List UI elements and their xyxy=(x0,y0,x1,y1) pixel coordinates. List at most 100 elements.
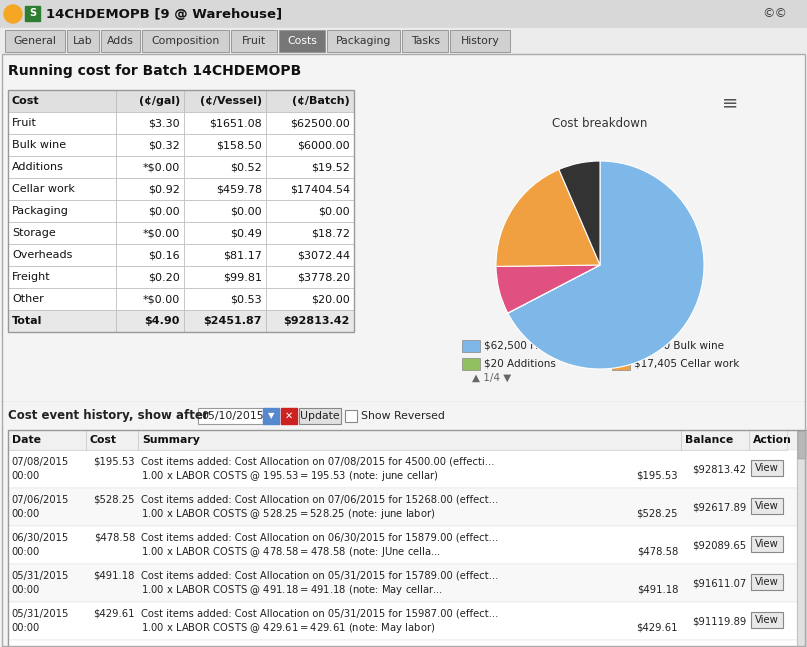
Bar xyxy=(8,90,116,112)
Bar xyxy=(184,244,266,266)
Text: ©©: ©© xyxy=(763,8,788,21)
Bar xyxy=(8,156,116,178)
Wedge shape xyxy=(559,161,600,265)
Bar xyxy=(116,310,184,332)
FancyBboxPatch shape xyxy=(101,30,140,52)
FancyBboxPatch shape xyxy=(402,30,448,52)
Text: $6,000 Bulk wine: $6,000 Bulk wine xyxy=(634,341,724,351)
Text: 1.00 x LABOR COSTS @ $478.58 = $478.58 (note: JUne cella...: 1.00 x LABOR COSTS @ $478.58 = $478.58 (… xyxy=(141,545,441,559)
Text: 1.00 x LABOR COSTS @ $491.18 = $491.18 (note: May cellar...: 1.00 x LABOR COSTS @ $491.18 = $491.18 (… xyxy=(141,583,443,597)
Text: *$0.00: *$0.00 xyxy=(143,294,180,304)
Bar xyxy=(749,430,787,450)
Bar xyxy=(8,526,797,564)
Text: $478.58: $478.58 xyxy=(94,533,135,543)
Bar xyxy=(8,222,116,244)
Text: Packaging: Packaging xyxy=(336,36,391,46)
Text: (¢/Vessel): (¢/Vessel) xyxy=(200,96,262,106)
FancyBboxPatch shape xyxy=(142,30,229,52)
Bar xyxy=(462,340,480,352)
Text: 1.00 x LABOR COSTS @ $429.61 = $429.61 (note: May labor): 1.00 x LABOR COSTS @ $429.61 = $429.61 (… xyxy=(141,621,436,635)
Bar xyxy=(681,430,749,450)
Bar xyxy=(8,430,86,450)
Text: $0.53: $0.53 xyxy=(230,294,262,304)
FancyBboxPatch shape xyxy=(327,30,400,52)
Text: Fruit: Fruit xyxy=(12,118,37,128)
Text: S: S xyxy=(29,8,36,19)
Text: Cellar work: Cellar work xyxy=(12,184,75,194)
Bar xyxy=(116,288,184,310)
FancyBboxPatch shape xyxy=(67,30,99,52)
Bar xyxy=(116,222,184,244)
FancyBboxPatch shape xyxy=(751,460,783,476)
Text: $92813.42: $92813.42 xyxy=(283,316,350,326)
Text: Overheads: Overheads xyxy=(12,250,73,260)
Text: 05/31/2015: 05/31/2015 xyxy=(11,571,69,581)
Circle shape xyxy=(4,5,22,23)
Text: $0.92: $0.92 xyxy=(148,184,180,194)
Text: Costs: Costs xyxy=(287,36,317,46)
Text: Action: Action xyxy=(753,435,792,445)
Bar xyxy=(184,178,266,200)
FancyBboxPatch shape xyxy=(5,30,65,52)
Text: Cost items added: Cost Allocation on 05/31/2015 for 15987.00 (effect...: Cost items added: Cost Allocation on 05/… xyxy=(141,609,499,619)
Text: Bulk wine: Bulk wine xyxy=(12,140,66,150)
Text: $92089.65: $92089.65 xyxy=(692,540,746,550)
Bar xyxy=(266,310,354,332)
Text: Show Reversed: Show Reversed xyxy=(361,411,445,421)
Text: $20 Additions: $20 Additions xyxy=(484,359,556,369)
Text: $62,500 Fruit: $62,500 Fruit xyxy=(484,341,554,351)
Text: 14CHDEMOPB [9 @ Warehouse]: 14CHDEMOPB [9 @ Warehouse] xyxy=(46,8,282,21)
Text: 1.00 x LABOR COSTS @ $195.53 = $195.53 (note: june cellar): 1.00 x LABOR COSTS @ $195.53 = $195.53 (… xyxy=(141,469,438,483)
Text: Lab: Lab xyxy=(73,36,93,46)
Text: *$0.00: *$0.00 xyxy=(143,228,180,238)
FancyBboxPatch shape xyxy=(751,612,783,628)
Text: ▼: ▼ xyxy=(268,411,274,421)
Bar xyxy=(184,90,266,112)
Text: 06/30/2015: 06/30/2015 xyxy=(11,533,69,543)
Text: Packaging: Packaging xyxy=(12,206,69,216)
Text: $91119.89: $91119.89 xyxy=(692,616,746,626)
Text: History: History xyxy=(461,36,500,46)
Bar xyxy=(0,402,807,430)
Bar xyxy=(8,266,116,288)
Text: $81.17: $81.17 xyxy=(223,250,262,260)
Bar xyxy=(8,450,797,488)
Text: 00:00: 00:00 xyxy=(11,623,40,633)
Bar xyxy=(8,430,807,647)
Bar xyxy=(116,200,184,222)
Text: $18.72: $18.72 xyxy=(311,228,350,238)
Text: $528.25: $528.25 xyxy=(637,509,678,519)
Bar xyxy=(266,222,354,244)
Bar xyxy=(116,134,184,156)
Bar xyxy=(263,408,279,424)
Title: Cost breakdown: Cost breakdown xyxy=(552,116,648,129)
Bar xyxy=(8,430,797,450)
Bar xyxy=(86,430,138,450)
Text: $0.16: $0.16 xyxy=(148,250,180,260)
Text: View: View xyxy=(755,539,779,549)
Bar xyxy=(116,112,184,134)
Text: $3.30: $3.30 xyxy=(148,118,180,128)
Bar xyxy=(266,200,354,222)
Text: Cost event history, show after: Cost event history, show after xyxy=(8,410,209,422)
Text: Freight: Freight xyxy=(12,272,51,282)
Text: 00:00: 00:00 xyxy=(11,509,40,519)
Text: $99.81: $99.81 xyxy=(223,272,262,282)
Text: View: View xyxy=(755,577,779,587)
Text: 07/08/2015: 07/08/2015 xyxy=(11,457,69,467)
Text: 05/10/2015: 05/10/2015 xyxy=(201,411,264,421)
Bar xyxy=(184,266,266,288)
Text: Total: Total xyxy=(12,316,43,326)
Text: 00:00: 00:00 xyxy=(11,471,40,481)
Bar xyxy=(8,134,116,156)
Text: 00:00: 00:00 xyxy=(11,547,40,557)
Bar xyxy=(266,156,354,178)
FancyBboxPatch shape xyxy=(198,408,263,424)
Bar xyxy=(797,430,807,647)
Text: Cost items added: Cost Allocation on 05/31/2015 for 15789.00 (effect...: Cost items added: Cost Allocation on 05/… xyxy=(141,571,499,581)
Text: Tasks: Tasks xyxy=(411,36,440,46)
Bar xyxy=(0,402,807,403)
FancyBboxPatch shape xyxy=(231,30,277,52)
Text: Other: Other xyxy=(12,294,44,304)
Wedge shape xyxy=(496,170,600,267)
